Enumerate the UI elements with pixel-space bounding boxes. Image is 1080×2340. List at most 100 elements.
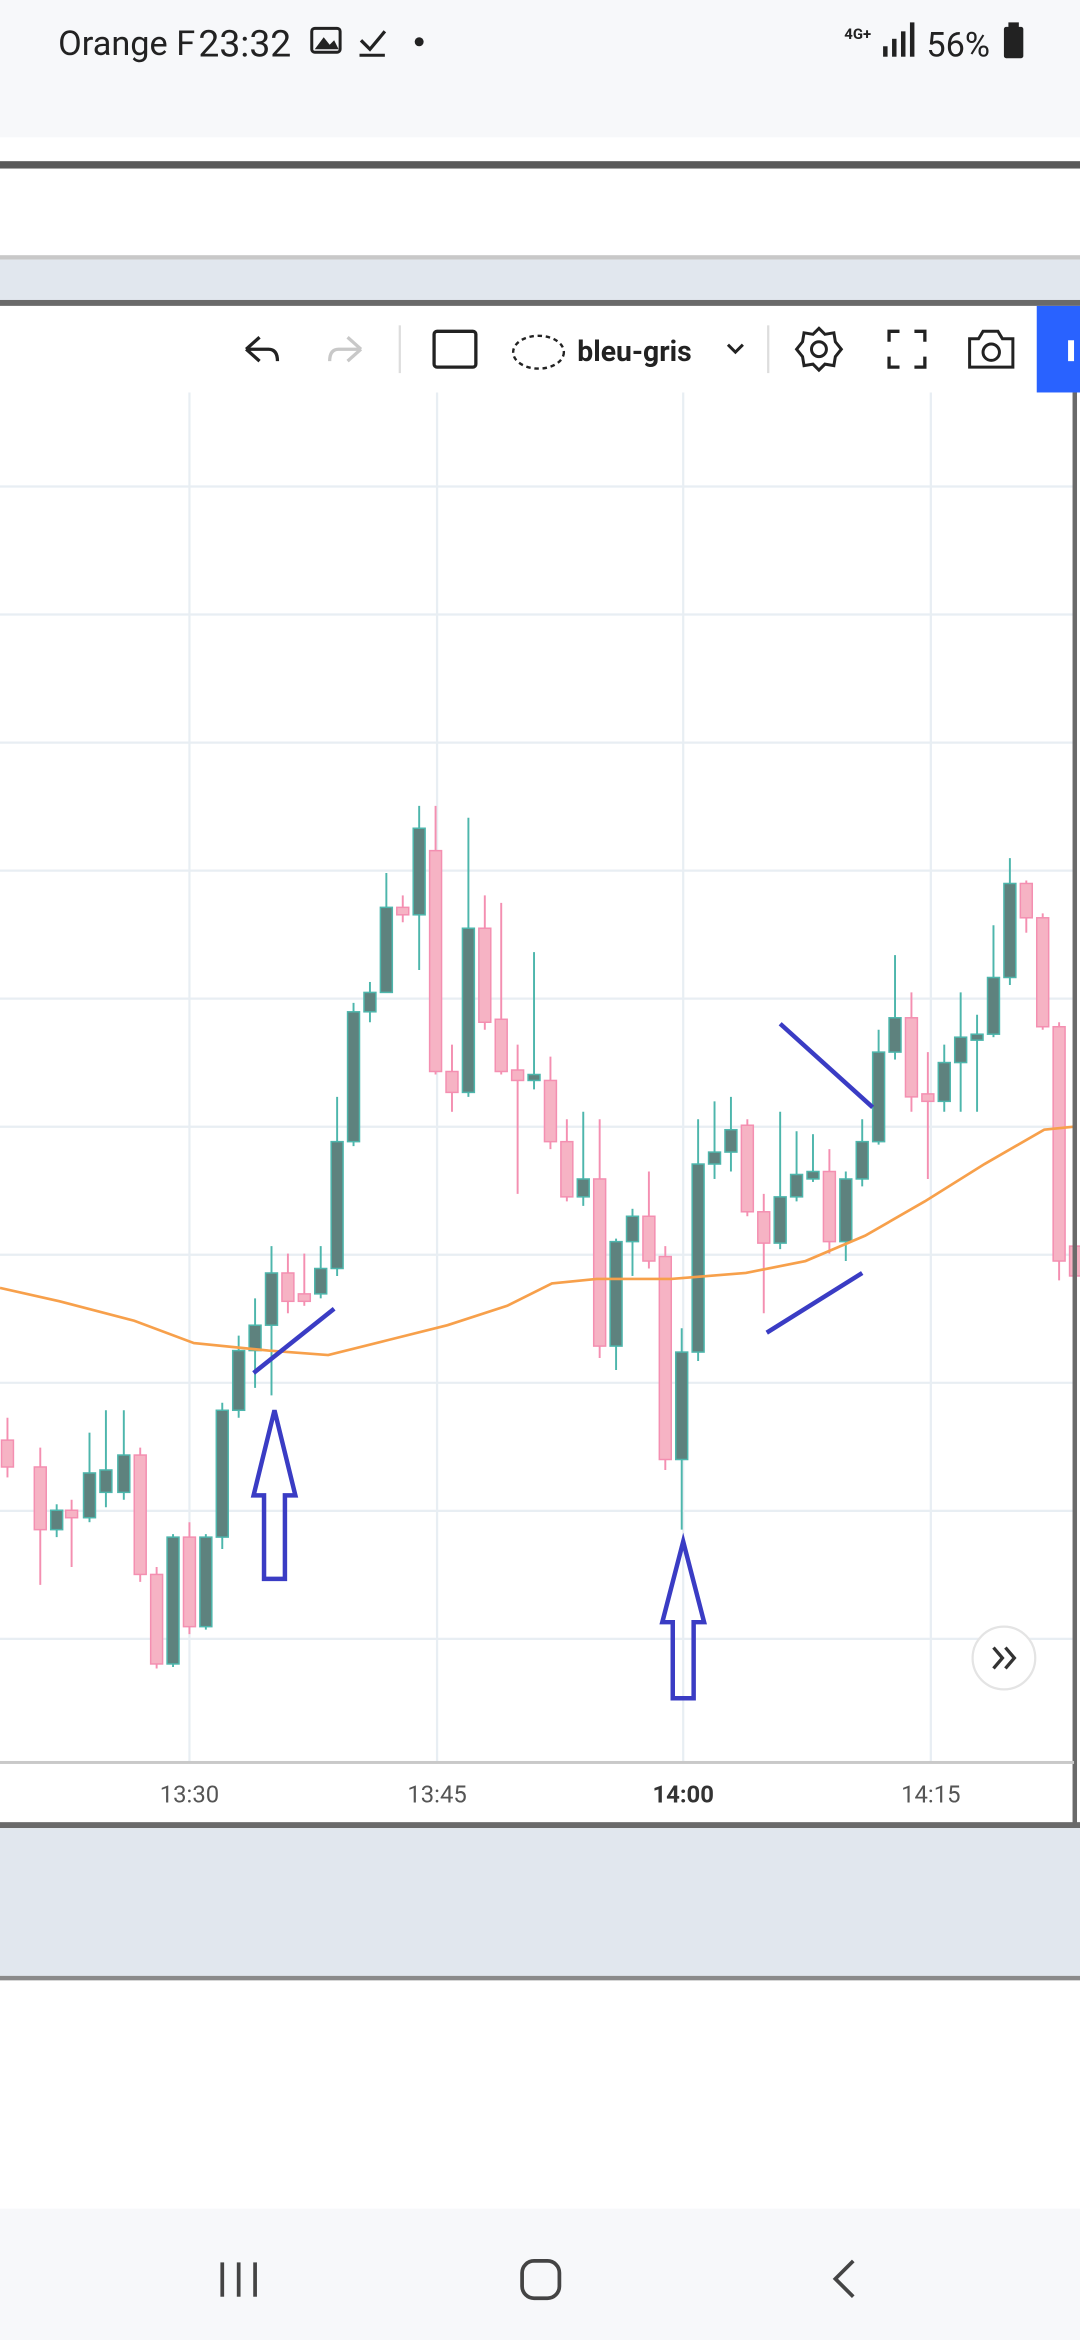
style-name[interactable]: bleu-gris [577, 335, 691, 368]
candle [49, 1504, 64, 1538]
style-dropdown[interactable] [726, 343, 744, 355]
recent-apps-button[interactable] [220, 2262, 257, 2297]
candle [625, 1208, 640, 1276]
trend-line [778, 1022, 875, 1109]
candle-body [1003, 882, 1017, 979]
candle-body [231, 1349, 246, 1412]
candle-body [264, 1272, 279, 1326]
candle [592, 1119, 607, 1359]
candle-body [314, 1267, 328, 1295]
candle-body [839, 1178, 853, 1243]
candle-body [166, 1536, 180, 1665]
trend-line [765, 1271, 864, 1335]
candle-body [707, 1151, 722, 1165]
candle [937, 1044, 951, 1112]
frame-line [0, 1975, 1080, 1981]
candle-body [609, 1240, 623, 1347]
frame-line [0, 255, 1080, 260]
candle-body [281, 1272, 295, 1303]
x-tick-label: 13:45 [407, 1781, 466, 1809]
candle [314, 1246, 328, 1299]
candle-body [642, 1215, 656, 1262]
candle [231, 1335, 246, 1418]
candle [182, 1522, 197, 1635]
back-button[interactable] [832, 2259, 855, 2299]
chart-frame-right [1072, 392, 1078, 1826]
candle-body [724, 1128, 738, 1153]
candle-body [1052, 1025, 1066, 1262]
candle-body [937, 1061, 951, 1103]
candle-body [297, 1293, 312, 1303]
candle-body [592, 1178, 607, 1347]
candles [0, 805, 1080, 1669]
status-icons [310, 22, 1024, 59]
moving-average [0, 1125, 1075, 1357]
candle-body [773, 1196, 787, 1244]
frame-line [0, 161, 1080, 169]
candle-body [543, 1079, 558, 1143]
candle [396, 895, 410, 923]
chart-frame-top [0, 299, 1080, 306]
candle [461, 817, 476, 1097]
candle [494, 902, 508, 1075]
home-button[interactable] [520, 2259, 562, 2301]
candle [281, 1253, 295, 1314]
candle [576, 1111, 590, 1206]
candle-body [33, 1466, 47, 1531]
candle [1035, 913, 1050, 1030]
candle-body [921, 1093, 935, 1103]
candle [264, 1246, 279, 1396]
candle-body [445, 1070, 459, 1094]
candle-body [789, 1173, 804, 1198]
candle [478, 895, 492, 1030]
candle [379, 873, 394, 994]
candle-body [806, 1170, 820, 1180]
redo-button[interactable] [328, 336, 363, 363]
candle-body [428, 849, 443, 1073]
candle-body [149, 1573, 164, 1665]
screenshot-button[interactable] [968, 329, 1015, 369]
shape-button[interactable] [432, 329, 478, 369]
candle-body [199, 1536, 213, 1628]
candle-body [871, 1051, 886, 1143]
scroll-icon [992, 1646, 1017, 1670]
candle [806, 1134, 820, 1182]
candle-body [527, 1073, 541, 1082]
candle-body [99, 1469, 113, 1494]
undo-button[interactable] [245, 336, 280, 363]
candle [789, 1131, 804, 1202]
candle-body [658, 1255, 673, 1461]
style-icon[interactable] [511, 334, 566, 370]
frame-band [0, 168, 1080, 256]
candle-body [560, 1140, 574, 1198]
candle-body [117, 1454, 131, 1494]
candle [609, 1238, 623, 1370]
candle [33, 1447, 47, 1585]
candle-body [953, 1036, 968, 1064]
candle-body [0, 1439, 15, 1468]
frame-band [0, 259, 1080, 300]
x-tick-label: 14:00 [652, 1781, 713, 1809]
candle [691, 1119, 705, 1362]
fullscreen-button[interactable] [887, 329, 927, 369]
candle [921, 1052, 935, 1179]
candle [99, 1410, 113, 1508]
candle [445, 1044, 459, 1112]
candle-body [904, 1017, 919, 1098]
arrow [250, 1409, 299, 1582]
candle-body [346, 1011, 361, 1143]
candle [346, 1002, 361, 1147]
candle-body [822, 1170, 837, 1243]
candle-body [510, 1069, 525, 1082]
status-bar [0, 0, 1080, 138]
candle [757, 1193, 771, 1314]
annotations [250, 1022, 875, 1701]
candle [215, 1402, 229, 1550]
candle [642, 1171, 656, 1269]
candle [412, 805, 426, 971]
candle-body [1019, 882, 1034, 919]
candle [166, 1534, 180, 1667]
nav-bar [0, 2208, 1080, 2340]
settings-button[interactable] [794, 326, 844, 373]
candle-body [888, 1017, 902, 1053]
